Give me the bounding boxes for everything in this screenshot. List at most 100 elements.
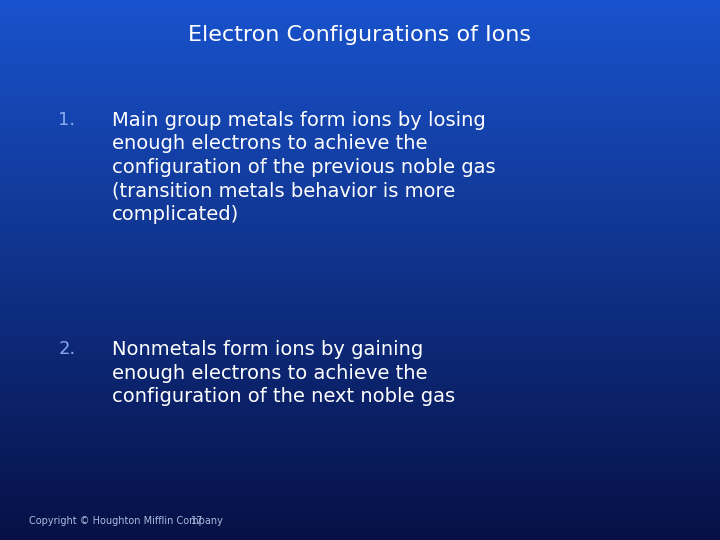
Bar (0, 510, 720, 513)
Bar (0, 22, 720, 24)
Bar (0, 208, 720, 211)
Bar (0, 178, 720, 181)
Bar (0, 219, 720, 221)
Bar (0, 329, 720, 332)
Bar (0, 59, 720, 62)
Bar (0, 194, 720, 197)
Bar (0, 343, 720, 346)
Bar (0, 446, 720, 448)
Bar (0, 232, 720, 235)
Bar (0, 373, 720, 375)
Bar (0, 16, 720, 19)
Bar (0, 159, 720, 162)
Bar (0, 454, 720, 456)
Bar (0, 508, 720, 510)
Bar (0, 475, 720, 478)
Bar (0, 278, 720, 281)
Bar (0, 505, 720, 508)
Bar (0, 448, 720, 451)
Bar (0, 76, 720, 78)
Bar (0, 424, 720, 427)
Bar (0, 524, 720, 526)
Bar (0, 472, 720, 475)
Bar (0, 462, 720, 464)
Bar (0, 143, 720, 146)
Bar (0, 11, 720, 14)
Bar (0, 359, 720, 362)
Bar (0, 416, 720, 418)
Bar (0, 305, 720, 308)
Bar (0, 521, 720, 524)
Bar (0, 202, 720, 205)
Bar (0, 265, 720, 267)
Bar (0, 32, 720, 35)
Bar (0, 470, 720, 472)
Bar (0, 310, 720, 313)
Bar (0, 281, 720, 284)
Bar (0, 40, 720, 43)
Bar (0, 494, 720, 497)
Bar (0, 108, 720, 111)
Bar (0, 381, 720, 383)
Bar (0, 186, 720, 189)
Bar (0, 170, 720, 173)
Bar (0, 167, 720, 170)
Bar (0, 27, 720, 30)
Bar (0, 73, 720, 76)
Bar (0, 418, 720, 421)
Bar (0, 86, 720, 89)
Text: 2.: 2. (58, 340, 76, 358)
Bar (0, 356, 720, 359)
Bar (0, 54, 720, 57)
Bar (0, 400, 720, 402)
Bar (0, 529, 720, 532)
Bar (0, 370, 720, 373)
Bar (0, 497, 720, 500)
Bar (0, 346, 720, 348)
Bar (0, 49, 720, 51)
Bar (0, 478, 720, 481)
Bar (0, 338, 720, 340)
Bar (0, 189, 720, 192)
Bar (0, 113, 720, 116)
Bar (0, 429, 720, 432)
Bar (0, 248, 720, 251)
Bar (0, 516, 720, 518)
Bar (0, 532, 720, 535)
Bar (0, 437, 720, 440)
Bar (0, 146, 720, 148)
Text: Copyright © Houghton Mifflin Company: Copyright © Houghton Mifflin Company (29, 516, 222, 526)
Bar (0, 324, 720, 327)
Bar (0, 103, 720, 105)
Bar (0, 440, 720, 443)
Bar (0, 230, 720, 232)
Bar (0, 367, 720, 370)
Bar (0, 297, 720, 300)
Bar (0, 392, 720, 394)
Bar (0, 3, 720, 5)
Bar (0, 221, 720, 224)
Bar (0, 259, 720, 262)
Bar (0, 292, 720, 294)
Bar (0, 205, 720, 208)
Bar (0, 192, 720, 194)
Bar (0, 375, 720, 378)
Bar (0, 238, 720, 240)
Bar (0, 240, 720, 243)
Bar (0, 491, 720, 494)
Bar (0, 340, 720, 343)
Bar (0, 526, 720, 529)
Bar (0, 273, 720, 275)
Bar (0, 300, 720, 302)
Bar (0, 354, 720, 356)
Bar (0, 294, 720, 297)
Bar (0, 227, 720, 229)
Bar (0, 362, 720, 364)
Bar (0, 254, 720, 256)
Bar (0, 397, 720, 400)
Bar (0, 70, 720, 73)
Bar (0, 486, 720, 489)
Bar (0, 302, 720, 305)
Bar (0, 68, 720, 70)
Bar (0, 57, 720, 59)
